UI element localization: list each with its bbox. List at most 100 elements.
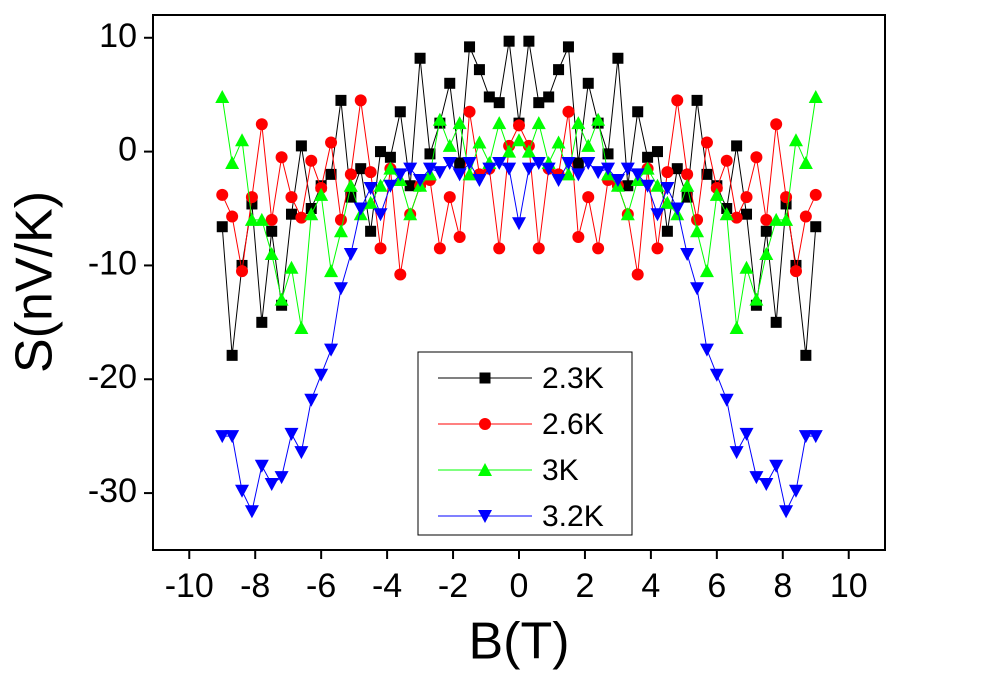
marker	[691, 213, 704, 226]
marker	[324, 343, 339, 357]
marker	[739, 427, 754, 441]
marker	[770, 118, 783, 131]
marker	[333, 224, 348, 238]
marker	[493, 97, 505, 109]
series	[215, 156, 823, 519]
marker	[760, 225, 772, 237]
marker	[789, 265, 802, 278]
marker	[680, 248, 695, 262]
marker	[473, 64, 485, 76]
marker	[343, 248, 358, 262]
marker	[640, 161, 655, 175]
marker	[612, 52, 624, 64]
marker	[375, 146, 387, 158]
marker	[325, 168, 337, 180]
marker	[353, 202, 368, 216]
marker	[581, 156, 596, 170]
marker	[472, 135, 487, 149]
marker	[256, 316, 268, 328]
marker	[285, 208, 297, 220]
marker	[414, 52, 426, 64]
y-tick-label: -30	[88, 472, 137, 510]
marker	[442, 138, 457, 152]
marker	[274, 471, 289, 485]
marker	[780, 191, 793, 204]
legend-label: 2.3K	[542, 362, 604, 395]
x-tick-label: 6	[707, 567, 726, 605]
marker	[215, 89, 230, 103]
marker	[760, 213, 773, 226]
marker	[592, 242, 605, 255]
marker	[403, 207, 418, 221]
marker	[700, 136, 713, 149]
marker	[572, 157, 584, 169]
marker	[413, 174, 428, 188]
marker	[235, 133, 250, 147]
marker	[503, 35, 515, 47]
marker	[640, 179, 655, 193]
marker	[478, 463, 492, 476]
marker	[305, 154, 318, 167]
marker	[651, 242, 664, 255]
marker	[472, 174, 487, 188]
marker	[354, 94, 367, 107]
x-axis-label: B(T)	[468, 613, 569, 671]
marker	[235, 484, 250, 498]
marker	[541, 162, 556, 176]
x-tick-label: -10	[165, 567, 214, 605]
marker	[798, 155, 813, 169]
marker	[432, 112, 447, 126]
marker	[729, 321, 744, 335]
marker	[601, 162, 616, 176]
marker	[215, 430, 230, 444]
marker	[521, 162, 536, 176]
marker	[670, 202, 685, 216]
marker	[701, 168, 713, 180]
marker	[551, 135, 566, 149]
marker	[769, 212, 784, 226]
marker	[364, 166, 377, 179]
marker	[295, 211, 308, 224]
marker	[799, 210, 812, 223]
marker	[264, 247, 279, 261]
marker	[660, 182, 675, 196]
x-tick-label: 10	[830, 567, 868, 605]
marker	[788, 484, 803, 498]
marker	[216, 188, 229, 201]
marker	[274, 292, 289, 306]
marker	[255, 118, 268, 131]
x-tick-label: -8	[240, 567, 270, 605]
marker	[374, 242, 387, 255]
marker	[699, 264, 714, 278]
marker	[561, 167, 576, 181]
marker	[680, 178, 695, 192]
marker	[808, 89, 823, 103]
marker	[424, 148, 436, 160]
y-axis-label: S(nV/K)	[6, 191, 64, 373]
marker	[325, 136, 338, 149]
marker	[324, 264, 339, 278]
marker	[285, 191, 298, 204]
marker	[453, 230, 466, 243]
marker	[691, 94, 703, 106]
marker	[631, 268, 644, 281]
marker	[523, 35, 535, 47]
marker	[620, 162, 635, 176]
marker	[226, 210, 239, 223]
marker	[295, 140, 307, 152]
marker	[463, 105, 476, 118]
marker	[739, 260, 754, 274]
y-tick-label: -10	[88, 244, 137, 282]
legend-label: 3.2K	[542, 500, 604, 533]
marker	[650, 178, 665, 192]
marker	[225, 430, 240, 444]
marker	[562, 41, 574, 53]
marker	[275, 151, 288, 164]
y-tick-label: 10	[99, 17, 137, 55]
legend-label: 3K	[542, 454, 579, 487]
marker	[363, 182, 378, 196]
y-tick-label: -20	[88, 358, 137, 396]
marker	[384, 151, 396, 163]
marker	[225, 155, 240, 169]
